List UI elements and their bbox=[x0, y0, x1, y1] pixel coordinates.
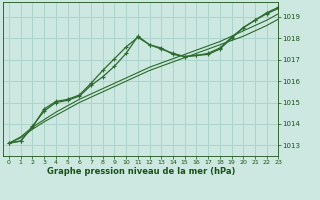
X-axis label: Graphe pression niveau de la mer (hPa): Graphe pression niveau de la mer (hPa) bbox=[47, 167, 235, 176]
